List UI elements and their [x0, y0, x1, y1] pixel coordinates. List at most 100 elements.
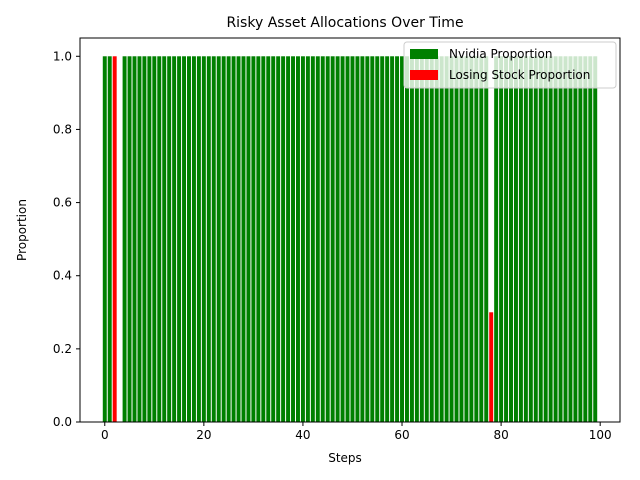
bar-nvidia — [593, 56, 598, 423]
bar-nvidia — [513, 56, 518, 423]
bar-nvidia — [479, 56, 484, 423]
bar-nvidia — [221, 56, 226, 423]
y-tick-label: 1.0 — [53, 49, 72, 63]
bar-nvidia — [122, 56, 127, 423]
bar-nvidia — [424, 56, 429, 423]
bar-nvidia — [315, 56, 320, 423]
bar-nvidia — [523, 56, 528, 423]
bar-nvidia — [350, 56, 355, 423]
x-tick-label: 60 — [394, 428, 409, 442]
bar-nvidia — [588, 56, 593, 423]
plot-frame — [79, 37, 621, 423]
y-tick-label: 0.0 — [53, 415, 72, 429]
bar-nvidia — [548, 56, 553, 423]
bar-nvidia — [538, 56, 543, 423]
bar-nvidia — [404, 56, 409, 423]
bar-nvidia — [167, 56, 172, 423]
bar-nvidia — [206, 56, 211, 423]
bar-nvidia — [291, 56, 296, 423]
bar-nvidia — [528, 56, 533, 423]
bar-nvidia — [509, 56, 513, 423]
bar-nvidia — [449, 56, 454, 423]
bar-nvidia — [553, 56, 558, 423]
bar-nvidia — [231, 56, 236, 423]
bar-nvidia — [504, 56, 509, 423]
bar-nvidia — [390, 56, 395, 423]
bar-nvidia — [370, 56, 375, 423]
bar-nvidia — [494, 56, 499, 423]
bar-nvidia — [271, 56, 276, 423]
chart-title: Risky Asset Allocations Over Time — [226, 15, 463, 31]
bar-nvidia — [187, 56, 191, 423]
bar-nvidia — [320, 56, 325, 423]
bar-nvidia — [241, 56, 246, 423]
x-axis-ticks: 0 20 40 60 80 100 — [101, 422, 612, 442]
bar-nvidia — [142, 56, 147, 423]
bar-nvidia — [182, 56, 187, 423]
bar-nvidia — [162, 56, 167, 423]
bar-nvidia — [409, 56, 414, 423]
legend-swatch — [410, 70, 438, 80]
bar-nvidia — [335, 56, 340, 423]
bar-losing-stock — [112, 56, 117, 423]
bar-nvidia — [454, 56, 459, 423]
bar-nvidia — [385, 56, 390, 423]
bar-nvidia — [578, 56, 583, 423]
y-tick-label: 0.6 — [53, 196, 72, 210]
bar-nvidia — [375, 56, 380, 423]
bar-nvidia — [196, 56, 201, 423]
bar-nvidia — [152, 56, 157, 423]
bar-nvidia — [191, 56, 196, 423]
bar-nvidia — [201, 56, 206, 423]
bar-nvidia — [296, 56, 300, 423]
bar-nvidia — [419, 56, 424, 423]
bar-nvidia — [132, 56, 137, 423]
bar-nvidia — [177, 56, 182, 423]
y-tick-label: 0.4 — [53, 269, 72, 283]
bar-nvidia — [459, 56, 464, 423]
bar-nvidia — [573, 56, 578, 423]
x-tick-label: 0 — [101, 428, 109, 442]
bar-nvidia — [380, 56, 385, 423]
bar-losing-stock — [489, 312, 494, 422]
legend-label: Losing Stock Proportion — [449, 68, 590, 82]
y-tick-label: 0.8 — [53, 122, 72, 136]
bar-nvidia — [340, 56, 345, 423]
legend-label: Nvidia Proportion — [449, 47, 552, 61]
y-axis-ticks: 0.0 0.2 0.4 0.6 0.8 1.0 — [53, 49, 80, 429]
x-axis-label: Steps — [328, 451, 362, 465]
bar-nvidia — [469, 56, 474, 423]
bar-nvidia — [256, 56, 261, 423]
bar-nvidia — [518, 56, 523, 423]
bar-nvidia — [360, 56, 365, 423]
bar-nvidia — [355, 56, 360, 423]
bar-nvidia — [499, 56, 504, 423]
bar-nvidia — [563, 56, 568, 423]
bar-nvidia — [330, 56, 335, 423]
bar-nvidia — [157, 56, 162, 423]
bar-nvidia — [261, 56, 266, 423]
x-tick-label: 80 — [493, 428, 508, 442]
bar-nvidia — [558, 56, 563, 423]
bar-nvidia — [281, 56, 286, 423]
bar-nvidia — [400, 56, 404, 423]
bar-nvidia — [439, 56, 444, 423]
bar-nvidia — [325, 56, 330, 423]
bar-nvidia — [286, 56, 291, 423]
bar-nvidia — [216, 56, 221, 423]
bar-nvidia — [107, 56, 112, 423]
bars-group — [102, 56, 598, 423]
bar-nvidia — [434, 56, 439, 423]
bar-nvidia — [266, 56, 271, 423]
bar-nvidia — [172, 56, 177, 423]
legend-swatch — [410, 49, 438, 59]
bar-nvidia — [533, 56, 538, 423]
bar-nvidia — [310, 56, 315, 423]
bar-nvidia — [127, 56, 132, 423]
bar-nvidia — [246, 56, 251, 423]
bar-nvidia — [300, 56, 305, 423]
bar-nvidia — [568, 56, 573, 423]
bar-nvidia — [464, 56, 469, 423]
x-tick-label: 20 — [196, 428, 211, 442]
